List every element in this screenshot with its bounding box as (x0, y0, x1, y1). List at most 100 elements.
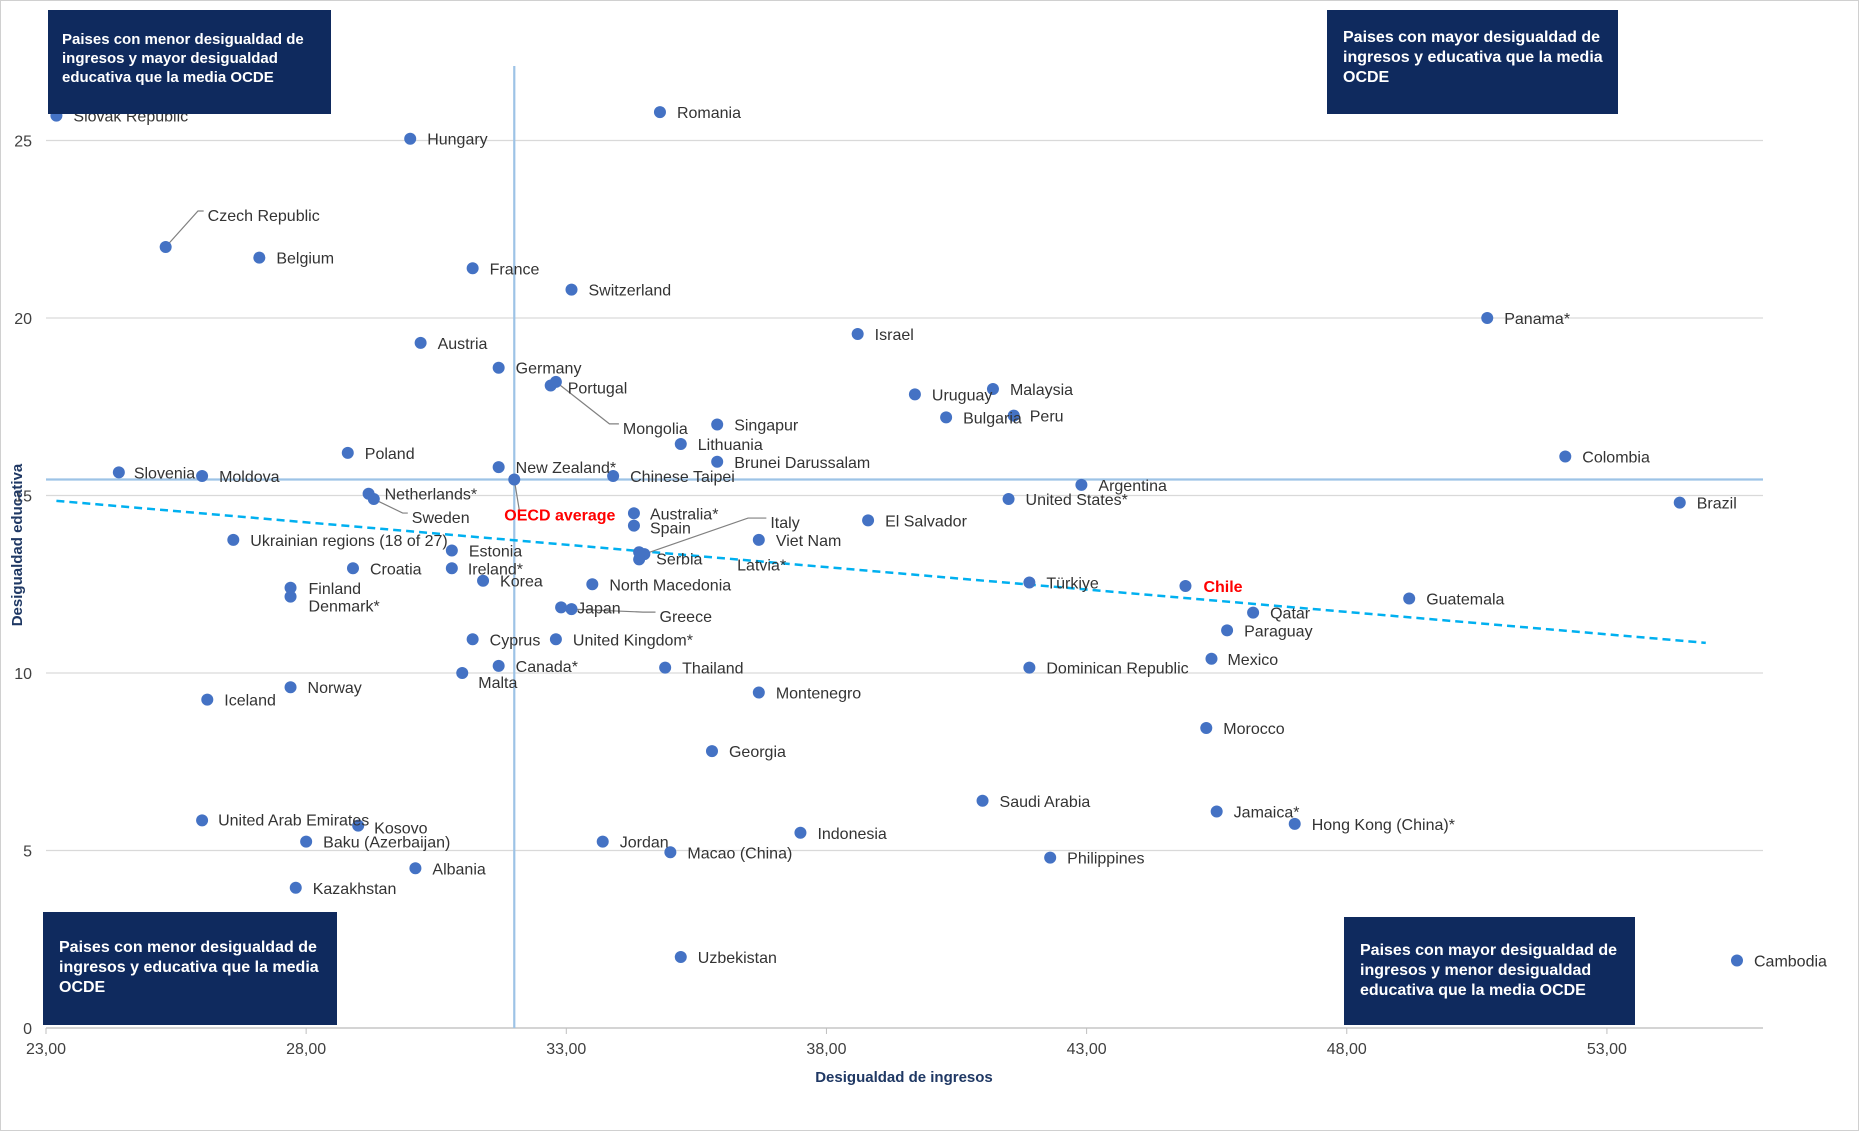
leader-italy (644, 517, 767, 555)
label-malaysia: Malaysia (1010, 382, 1073, 399)
point-mexico (1205, 652, 1218, 665)
label-brazil: Brazil (1697, 496, 1737, 513)
label-qatar: Qatar (1270, 606, 1311, 623)
label-hong-kong-china: Hong Kong (China)* (1312, 817, 1455, 834)
label-greece: Greece (660, 609, 713, 626)
label-estonia: Estonia (469, 544, 522, 561)
label-new-zealand: New Zealand* (516, 460, 617, 477)
label-hungary: Hungary (427, 132, 487, 149)
label-lithuania: Lithuania (698, 437, 763, 454)
label-czech-republic: Czech Republic (208, 208, 320, 225)
point-malta (456, 667, 469, 679)
label-chile: Chile (1203, 579, 1242, 596)
point-philippines (1044, 851, 1057, 864)
label-netherlands: Netherlands* (385, 487, 478, 504)
y-tick-label: 25 (14, 134, 32, 151)
label-poland: Poland (365, 446, 415, 463)
label-singapur: Singapur (734, 418, 799, 435)
point-ireland (445, 562, 458, 575)
point-uruguay (908, 388, 921, 401)
x-tick-label: 53,00 (1587, 1041, 1627, 1058)
label-cyprus: Cyprus (490, 632, 541, 649)
label-brunei-darussalam: Brunei Darussalam (734, 455, 870, 472)
point-korea (477, 574, 490, 587)
point-qatar (1247, 606, 1260, 619)
point-guatemala (1403, 592, 1416, 605)
label-moldova: Moldova (219, 469, 280, 486)
label-france: France (490, 261, 540, 278)
y-axis-ticks: 0 5 10 15 20 25 (14, 134, 32, 1039)
label-united-kingdom: United Kingdom* (573, 632, 693, 649)
label-norway: Norway (308, 680, 362, 697)
point-austria (414, 336, 427, 349)
point-panama (1481, 312, 1494, 324)
point-germany (492, 361, 505, 374)
point-hong-kong-china (1288, 817, 1301, 830)
point-morocco (1200, 722, 1213, 735)
point-australia (627, 507, 640, 520)
label-italy: Italy (770, 515, 799, 532)
label-mexico: Mexico (1227, 652, 1278, 669)
point-slovenia (112, 466, 125, 479)
label-morocco: Morocco (1223, 721, 1284, 738)
label-argentina: Argentina (1098, 478, 1167, 495)
label-montenegro: Montenegro (776, 686, 861, 703)
oecd-reference-lines (46, 66, 1763, 1028)
point-kazakhstan (289, 881, 302, 894)
label-kosovo: Kosovo (374, 821, 427, 838)
label-united-arab-emirates: United Arab Emirates (218, 812, 369, 829)
x-tick-label: 23,00 (26, 1041, 66, 1058)
label-guatemala: Guatemala (1426, 591, 1504, 608)
label-malta: Malta (478, 675, 517, 692)
label-romania: Romania (677, 105, 741, 122)
point-new-zealand (492, 461, 505, 474)
x-tick-label: 38,00 (806, 1041, 846, 1058)
label-ukrainian-regions-18-of-27: Ukrainian regions (18 of 27) (250, 533, 447, 550)
leader-czech-republic (165, 210, 204, 248)
leader-sweden (373, 498, 408, 514)
label-korea: Korea (500, 574, 543, 591)
label-united-states: United States* (1026, 492, 1128, 509)
label-leader-lines (165, 210, 767, 613)
quadrant-box-bottom-right: Paises con mayor desigualdad de ingresos… (1344, 917, 1635, 1025)
point-united-arab-emirates (196, 814, 209, 827)
leader-mongolia (555, 381, 619, 425)
label-el-salvador: El Salvador (885, 513, 967, 530)
point-mongolia (549, 375, 562, 388)
point-chinese-taipei (607, 469, 620, 482)
point-denmark (284, 590, 297, 603)
label-serbia: Serbia (656, 551, 702, 568)
point-moldova (196, 469, 209, 482)
label-viet-nam: Viet Nam (776, 533, 842, 550)
point-spain (627, 519, 640, 532)
point-north-macedonia (586, 578, 599, 591)
point-switzerland (565, 283, 578, 296)
label-belgium: Belgium (276, 251, 334, 268)
trendline (56, 499, 1706, 645)
quadrant-box-top-right: Paises con mayor desigualdad de ingresos… (1327, 10, 1618, 114)
y-tick-label: 5 (23, 844, 32, 861)
label-finland: Finland (309, 581, 361, 598)
label-australia: Australia* (650, 506, 718, 523)
point-bulgaria (940, 411, 953, 424)
point-kosovo (352, 819, 365, 832)
point-montenegro (752, 686, 765, 699)
gridlines (46, 139, 1763, 1029)
point-estonia (445, 544, 458, 557)
label-albania: Albania (432, 861, 485, 878)
label-oecd-average: OECD average (504, 508, 615, 525)
y-tick-label: 10 (14, 666, 32, 683)
point-japan (555, 601, 568, 614)
point-hungary (404, 132, 417, 145)
label-slovenia: Slovenia (134, 465, 195, 482)
y-tick-label: 15 (14, 489, 32, 506)
label-austria: Austria (438, 336, 488, 353)
x-axis-title: Desigualdad de ingresos (815, 1069, 993, 1086)
label-croatia: Croatia (370, 561, 422, 578)
trendline-line (56, 499, 1706, 645)
label-baku-azerbaijan: Baku (Azerbaijan) (323, 835, 450, 852)
point-norway (284, 681, 297, 694)
point-uzbekistan (674, 951, 687, 963)
label-jordan: Jordan (620, 835, 669, 852)
